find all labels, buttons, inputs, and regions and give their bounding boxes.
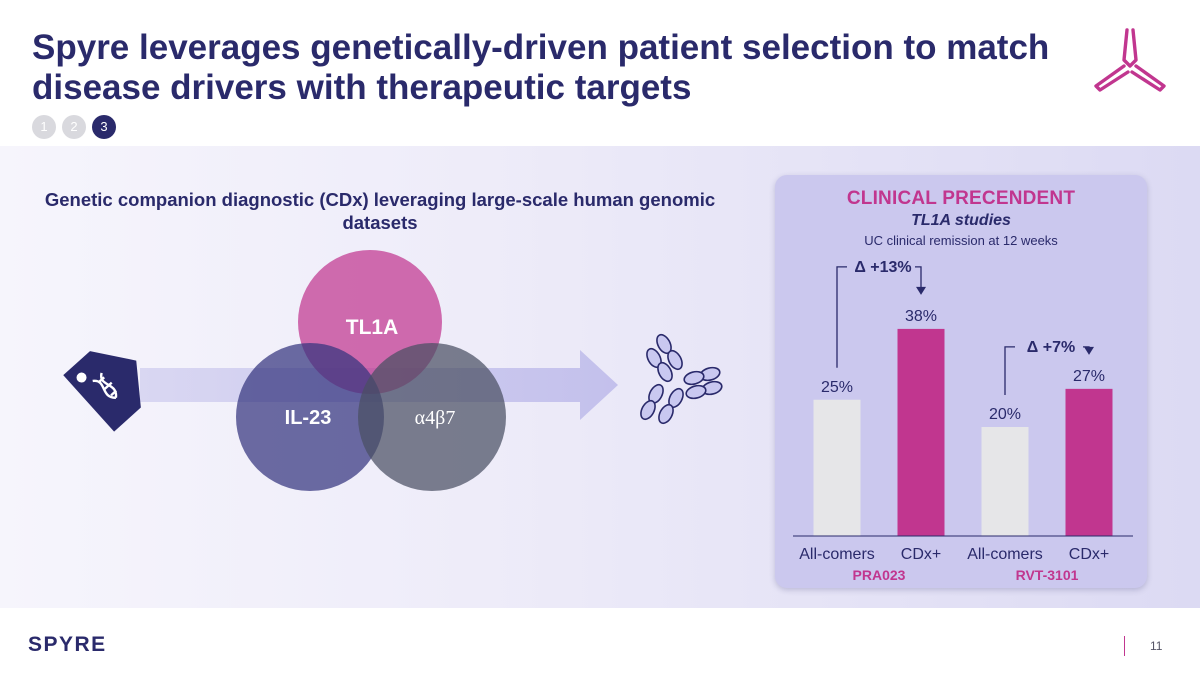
group-label-2: RVT-3101: [1016, 567, 1079, 583]
remission-bar-chart: 25% All-comers 38% CDx+ 20% All-comers 27% CDx+…: [793, 259, 1133, 583]
delta-arrowhead-1: [916, 286, 926, 295]
bar-value-label-2: 38%: [905, 308, 937, 325]
step-indicator: 1 2 3: [32, 115, 116, 139]
panel-note: UC clinical remission at 12 weeks: [864, 233, 1058, 248]
spyre-tripod-logo-icon: [1094, 28, 1166, 92]
circle-a4b7: [358, 343, 506, 491]
category-label-3: All-comers: [967, 546, 1043, 563]
dna-tag-icon: [63, 351, 141, 432]
page-number: 11: [1150, 639, 1163, 653]
bar-2: [897, 328, 945, 536]
bar-value-label-3: 20%: [989, 406, 1021, 423]
delta-bracket-left-1: [836, 266, 847, 368]
category-label-2: CDx+: [901, 546, 941, 563]
step-1[interactable]: 1: [32, 115, 56, 139]
delta-label-2: Δ +7%: [1027, 339, 1075, 356]
cdx-heading: Genetic companion diagnostic (CDx) lever…: [44, 189, 716, 233]
bar-4: [1065, 388, 1113, 536]
group-label-1: PRA023: [853, 567, 906, 583]
bar-1: [813, 399, 861, 536]
delta-arrowhead-2: [1084, 346, 1094, 355]
category-label-4: CDx+: [1069, 546, 1109, 563]
delta-label-1: Δ +13%: [854, 259, 911, 276]
footer-logo-text: SPYRE: [28, 633, 107, 654]
spyre-wordmark: SPYRE: [28, 633, 107, 654]
label-tl1a: TL1A: [346, 316, 399, 339]
step-2[interactable]: 2: [62, 115, 86, 139]
step-3[interactable]: 3: [92, 115, 116, 139]
antibody-icon: [640, 333, 723, 425]
panel-subtitle: TL1A studies: [911, 212, 1011, 229]
category-label-1: All-comers: [799, 546, 875, 563]
footer-divider: [1124, 636, 1125, 656]
slide-title: Spyre leverages genetically-driven patie…: [32, 28, 1050, 107]
panel-title: CLINICAL PRECENDENT: [846, 188, 1076, 209]
bar-value-label-1: 25%: [821, 379, 853, 396]
bar-3: [981, 427, 1029, 536]
delta-bracket-left-2: [1004, 346, 1015, 395]
target-diagram: TL1A IL-23 α4β7: [63, 250, 723, 491]
label-a4b7: α4β7: [415, 407, 456, 429]
delta-bracket-right-1: [915, 266, 922, 289]
bar-value-label-4: 27%: [1073, 368, 1105, 385]
label-il23: IL-23: [285, 407, 332, 429]
circle-il23: [236, 343, 384, 491]
